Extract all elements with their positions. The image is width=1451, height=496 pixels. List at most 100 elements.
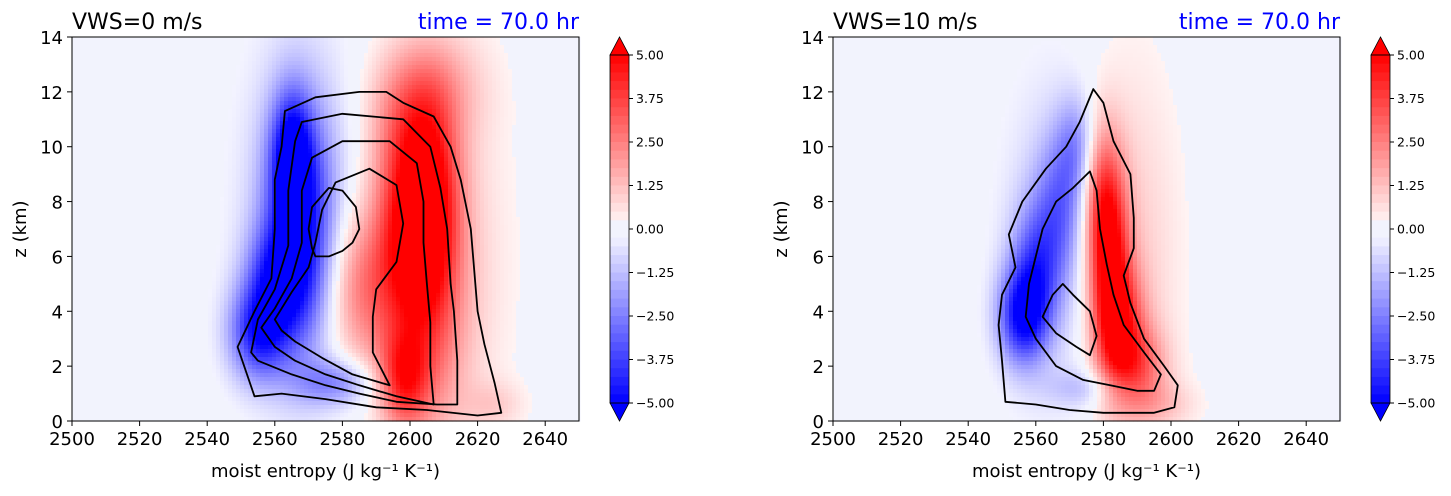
- colorbar-band: [1371, 89, 1390, 100]
- colorbar-band: [610, 176, 629, 187]
- colorbar-extend-min: [1370, 402, 1391, 422]
- colorbar-band: [610, 220, 629, 230]
- colorbar-band: [610, 342, 629, 352]
- colorbar-band: [1371, 211, 1390, 221]
- x-tick-label: 2520: [117, 429, 163, 450]
- x-tick-label: 2560: [1013, 429, 1059, 450]
- contour-line-2: [1041, 283, 1098, 357]
- colorbar-band: [610, 150, 629, 160]
- filled-contour-field: [72, 37, 581, 422]
- colorbar-band: [610, 107, 629, 117]
- x-tick-label: 2600: [387, 429, 433, 450]
- colorbar-band: [1371, 307, 1390, 317]
- x-tick-label: 2560: [252, 429, 298, 450]
- y-axis-label: z (km): [771, 200, 792, 257]
- colorbar-tick-label: −1.25: [1397, 265, 1435, 280]
- colorbar-band: [1371, 342, 1390, 352]
- x-axis-label-quantity: moist entropy: [211, 461, 337, 482]
- colorbar-band: [1371, 176, 1390, 187]
- colorbar-band: [1371, 289, 1390, 300]
- colorbar-band: [1371, 72, 1390, 82]
- colorbar-band: [610, 246, 629, 256]
- x-tick-label: 2640: [1283, 429, 1329, 450]
- colorbar-band: [1371, 98, 1390, 108]
- colorbar-band: [1371, 376, 1390, 387]
- x-tick-label: 2600: [1148, 429, 1194, 450]
- colorbar-extend-min: [609, 402, 630, 422]
- colorbar-band: [610, 255, 629, 265]
- colorbar-band: [610, 394, 629, 404]
- x-tick-label: 2540: [184, 429, 230, 450]
- y-tick-label: 8: [813, 193, 824, 214]
- colorbar-extend-max: [1370, 36, 1391, 56]
- filled-contour-field: [833, 37, 1342, 422]
- colorbar-band: [610, 324, 629, 334]
- colorbar-band: [610, 229, 629, 239]
- colorbar-band: [610, 168, 629, 178]
- colorbar-band: [610, 159, 629, 169]
- contour-line-1: [250, 112, 459, 406]
- colorbar-band: [1371, 55, 1390, 65]
- colorbar-band: [1371, 255, 1390, 265]
- colorbar-tick-label: 2.50: [636, 135, 664, 150]
- colorbar: 5.00 3.75 2.50 1.25 0.00 −1.25 −2.50 −3.75 −5.00: [609, 36, 674, 422]
- colorbar-band: [610, 350, 629, 361]
- colorbar-band: [1371, 220, 1390, 230]
- colorbar-band: [1371, 385, 1390, 395]
- y-tick-label: 10: [801, 138, 824, 159]
- colorbar-tick-label: −2.50: [1397, 309, 1435, 324]
- colorbar-band: [610, 263, 629, 274]
- y-tick-label: 14: [801, 28, 824, 49]
- colorbar-band: [610, 81, 629, 91]
- colorbar-band: [610, 202, 629, 213]
- colorbar-band: [1371, 202, 1390, 213]
- colorbar-band: [1371, 316, 1390, 326]
- colorbar-band: [1371, 63, 1390, 73]
- colorbar-tick-label: 0.00: [1397, 222, 1425, 237]
- colorbar-tick-label: −5.00: [1397, 396, 1435, 411]
- colorbar-band: [1371, 150, 1390, 160]
- colorbar-band: [1371, 333, 1390, 343]
- colorbar-band: [610, 142, 629, 152]
- colorbar-band: [1371, 394, 1390, 404]
- x-axis-label-quantity: moist entropy: [972, 461, 1098, 482]
- y-tick-label: 10: [40, 138, 63, 159]
- colorbar-band: [1371, 81, 1390, 91]
- colorbar-band: [1371, 350, 1390, 361]
- colorbar-band: [610, 333, 629, 343]
- x-axis-label: moist entropy (J kg⁻¹ K⁻¹): [211, 461, 440, 482]
- colorbar-band: [1371, 359, 1390, 369]
- y-tick-label: 12: [801, 83, 824, 104]
- x-tick-label: 2620: [455, 429, 501, 450]
- colorbar-band: [610, 281, 629, 291]
- colorbar-band: [1371, 324, 1390, 334]
- colorbar-band: [1371, 133, 1390, 143]
- colorbar-tick-label: −5.00: [636, 396, 674, 411]
- y-axis-label: z (km): [10, 200, 31, 257]
- colorbar-band: [610, 115, 629, 126]
- x-tick-label: 2500: [49, 429, 95, 450]
- x-tick-label: 2540: [945, 429, 991, 450]
- colorbar-band: [610, 385, 629, 395]
- colorbar-band: [610, 359, 629, 369]
- y-tick-label: 14: [40, 28, 63, 49]
- colorbar-band: [610, 211, 629, 221]
- panel-title-left: VWS=0 m/s: [72, 10, 203, 35]
- colorbar-tick-label: 3.75: [636, 91, 664, 106]
- y-tick-label: 6: [813, 247, 824, 268]
- x-tick-label: 2520: [878, 429, 924, 450]
- y-tick-label: 2: [813, 357, 824, 378]
- colorbar-band: [610, 194, 629, 204]
- colorbar-tick-label: −3.75: [636, 352, 674, 367]
- colorbar-band: [1371, 229, 1390, 239]
- colorbar-band: [1371, 115, 1390, 126]
- y-tick-label: 0: [52, 412, 63, 433]
- panel-title-left: VWS=10 m/s: [833, 10, 978, 35]
- colorbar-band: [1371, 124, 1390, 134]
- colorbar-band: [610, 272, 629, 282]
- colorbar-band: [1371, 142, 1390, 152]
- colorbar-band: [1371, 368, 1390, 378]
- y-tick-label: 6: [52, 247, 63, 268]
- colorbar-band: [1371, 194, 1390, 204]
